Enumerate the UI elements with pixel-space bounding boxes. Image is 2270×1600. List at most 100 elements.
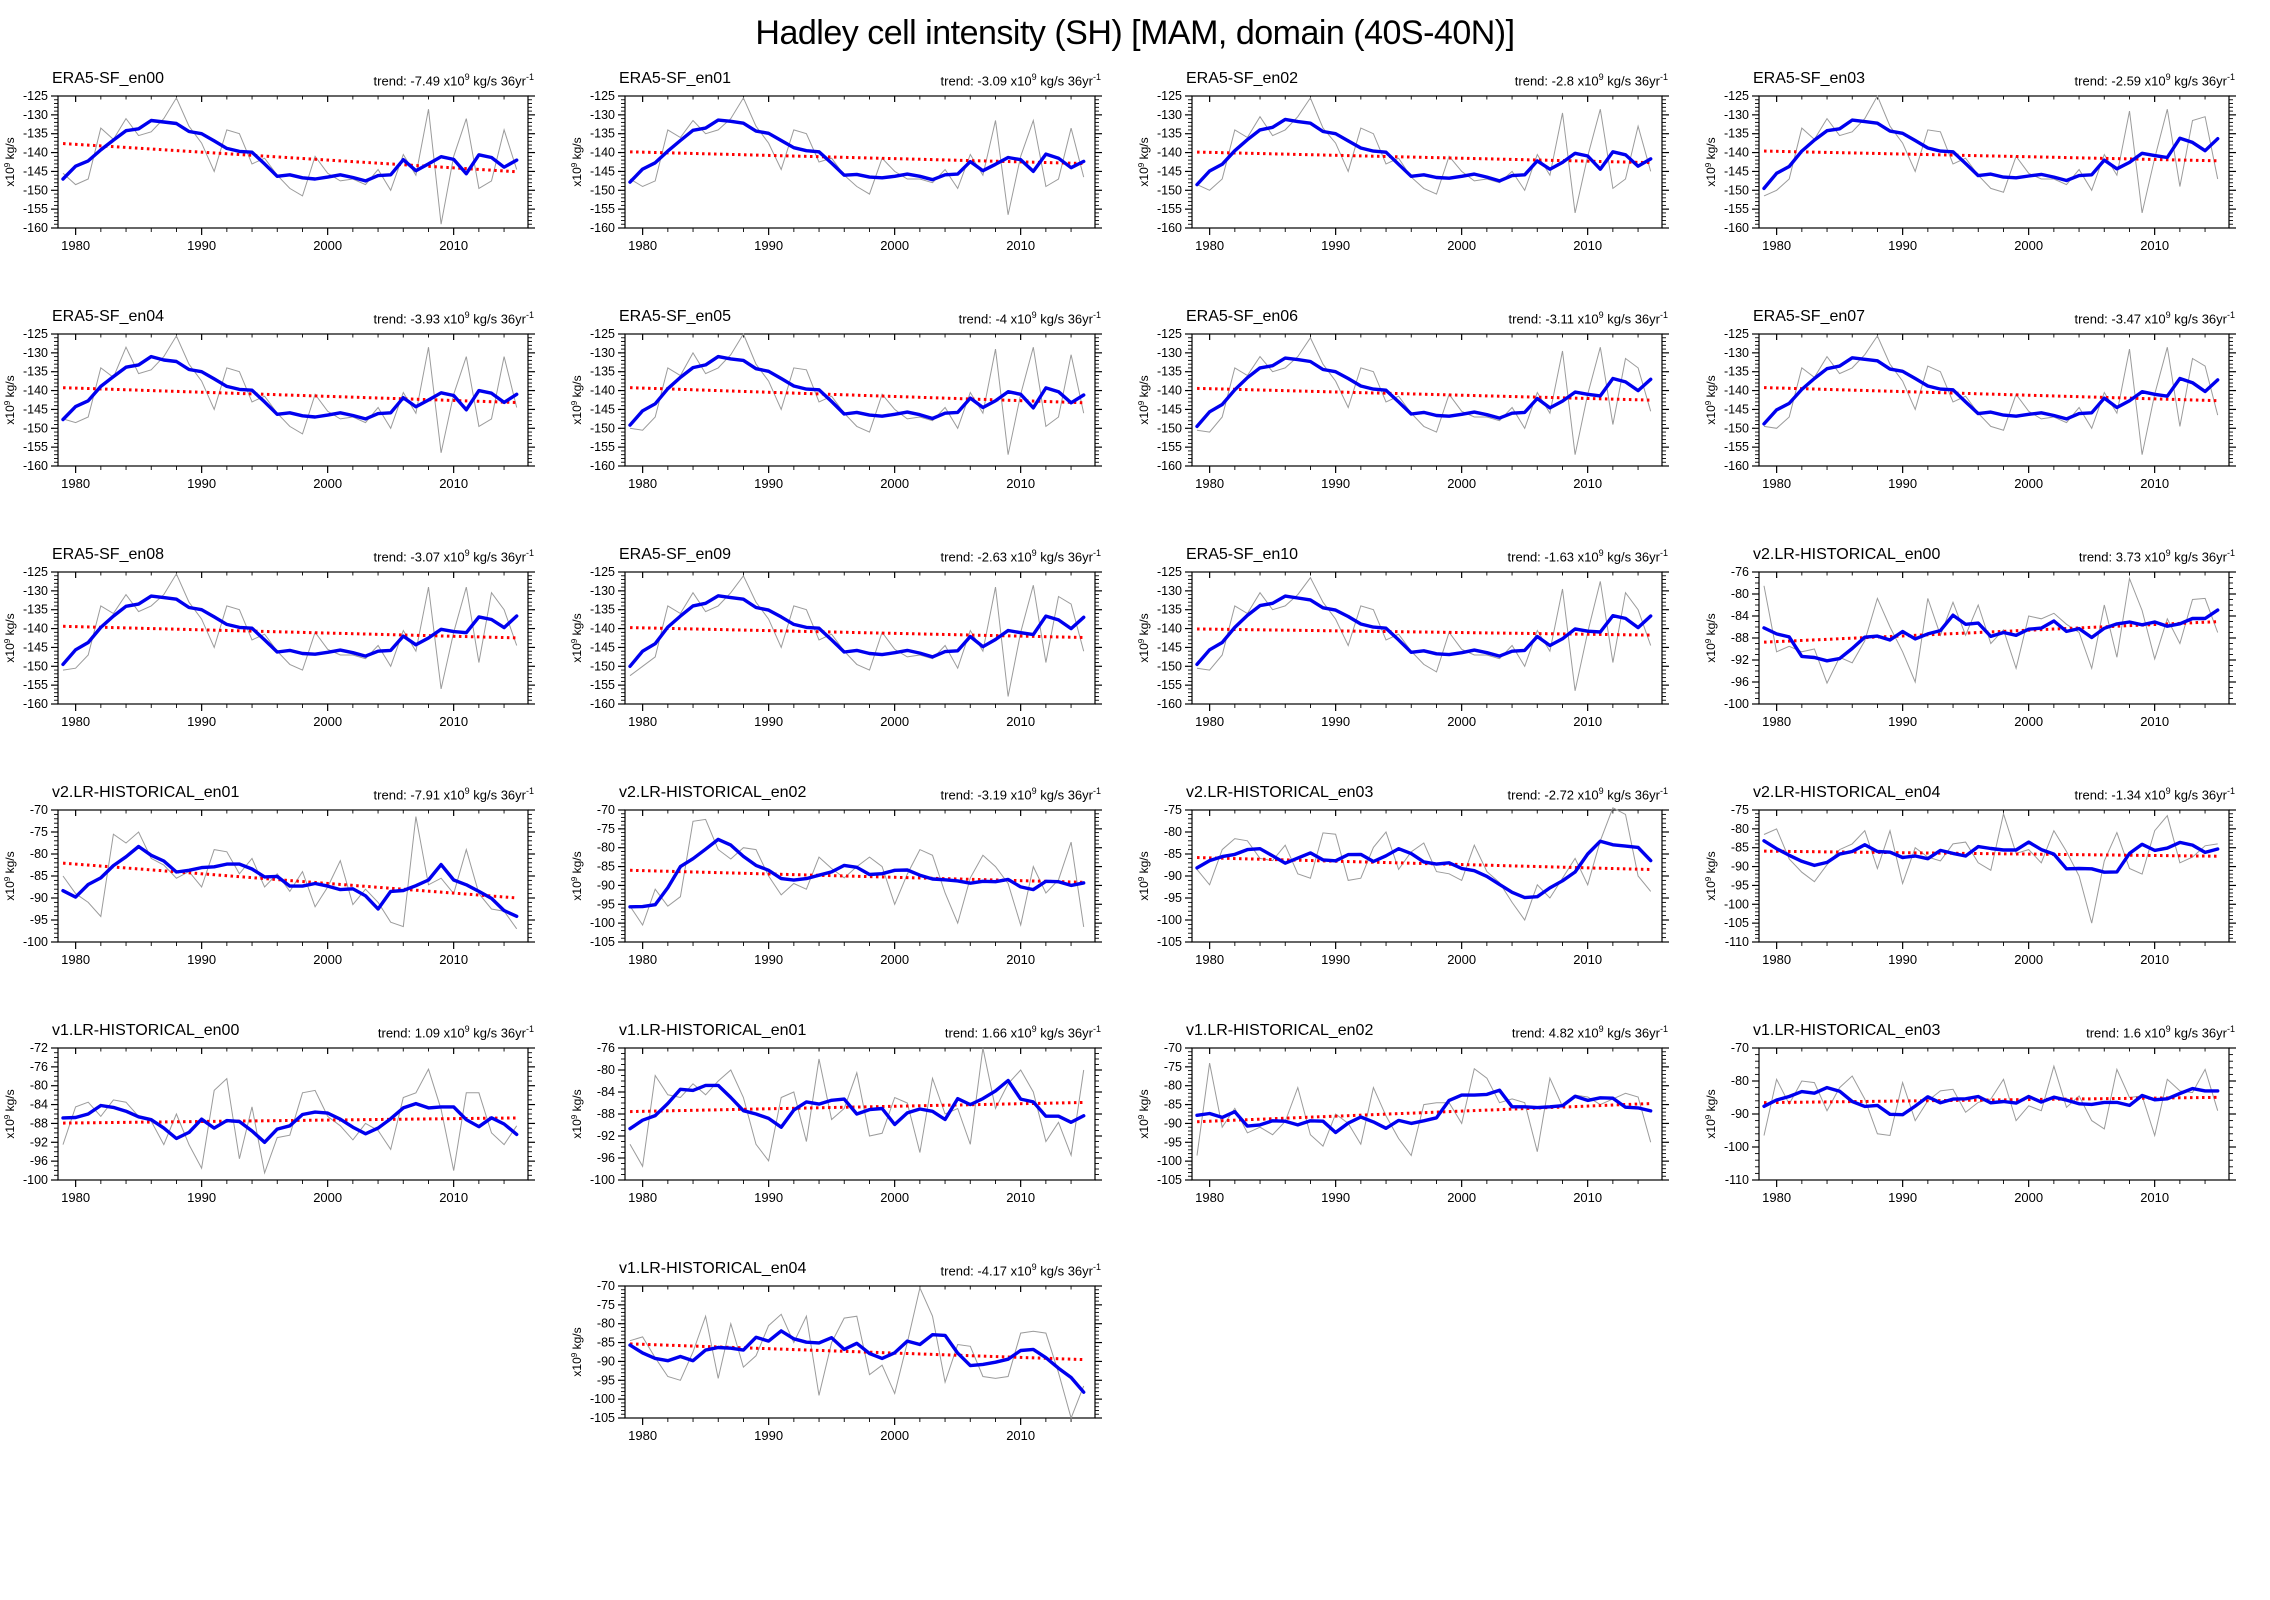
y-tick-label: -100 — [1724, 897, 1749, 911]
chart-plot: -125 -130 -135 -140 -145 -150 -155 -160 1980 1990… — [570, 89, 1102, 253]
y-tick-label: -145 — [590, 402, 615, 416]
x-tick-label: 2000 — [313, 1190, 342, 1205]
annual-line — [1763, 94, 2219, 214]
y-tick-label: -96 — [30, 1154, 48, 1168]
panel-title: ERA5-SF_en01 — [619, 70, 732, 87]
chart-panel: v2.LR-HISTORICAL_en02 trend: -3.19 x109 … — [567, 780, 1134, 1018]
y-tick-label: -70 — [597, 1279, 615, 1293]
y-tick-label: -130 — [1157, 584, 1182, 598]
panel-trend-label: trend: -2.63 x109 kg/s 36yr-1 — [940, 547, 1101, 564]
panel-trend-label: trend: -4 x109 kg/s 36yr-1 — [958, 309, 1101, 326]
x-tick-label: 1980 — [1195, 1190, 1224, 1205]
plot-frame — [624, 95, 1096, 229]
y-axis-label: x109 kg/s — [3, 137, 17, 186]
y-tick-label: -155 — [1157, 202, 1182, 216]
chart-panel: ERA5-SF_en07 trend: -3.47 x109 kg/s 36yr… — [1701, 304, 2268, 542]
y-tick-label: -76 — [30, 1060, 48, 1074]
y-tick-label: -95 — [1164, 1135, 1182, 1149]
y-tick-label: -100 — [590, 916, 615, 930]
plot-frame — [57, 809, 529, 943]
panel-header: ERA5-SF_en05 trend: -4 x109 kg/s 36yr-1 — [619, 304, 1101, 326]
plot-frame — [1191, 95, 1663, 229]
y-tick-label: -135 — [23, 603, 48, 617]
x-tick-label: 1990 — [187, 714, 216, 729]
y-tick-label: -100 — [1724, 1140, 1749, 1154]
x-tick-label: 2000 — [313, 476, 342, 491]
y-tick-label: -135 — [1724, 365, 1749, 379]
y-axis-label: x109 kg/s — [570, 1327, 584, 1376]
panel-title: v2.LR-HISTORICAL_en00 — [1753, 546, 1941, 563]
x-tick-label: 2000 — [1447, 476, 1476, 491]
x-tick-label: 2010 — [1573, 238, 1602, 253]
x-tick-label: 1980 — [1762, 714, 1791, 729]
chart-plot: -76 -80 -84 -88 -92 -96 -100 1980 1990 2000 2010 x1… — [1704, 565, 2236, 729]
panel-header: v1.LR-HISTORICAL_en01 trend: 1.66 x109 k… — [619, 1018, 1101, 1040]
smoothed-line — [628, 1329, 1086, 1394]
y-tick-label: -155 — [23, 678, 48, 692]
trend-line — [1197, 150, 1651, 165]
plot-frame — [57, 95, 529, 229]
x-tick-label: 1990 — [754, 952, 783, 967]
panel-title: ERA5-SF_en05 — [619, 308, 732, 325]
panel-trend-label: trend: -1.63 x109 kg/s 36yr-1 — [1507, 547, 1668, 564]
y-tick-label: -125 — [590, 327, 615, 341]
chart-plot: -125 -130 -135 -140 -145 -150 -155 -160 1980 1990… — [1704, 327, 2236, 491]
annual-line — [1763, 576, 2219, 685]
annual-line — [629, 1286, 1085, 1420]
chart-plot: -70 -75 -80 -85 -90 -95 -100 -105 1980 1990 2000 20… — [1137, 1041, 1669, 1205]
trend-line — [1196, 1102, 1651, 1124]
y-tick-label: -90 — [30, 891, 48, 905]
panel-title: v1.LR-HISTORICAL_en01 — [619, 1022, 807, 1039]
chart-plot: -75 -80 -85 -90 -95 -100 -105 -110 1980 1990 2000 2… — [1704, 803, 2236, 967]
y-tick-label: -95 — [1731, 878, 1749, 892]
panel-header: ERA5-SF_en02 trend: -2.8 x109 kg/s 36yr-… — [1186, 66, 1668, 88]
y-tick-label: -80 — [597, 1063, 615, 1077]
x-tick-label: 2000 — [2014, 1190, 2043, 1205]
y-tick-label: -88 — [597, 1107, 615, 1121]
y-tick-label: -88 — [30, 1116, 48, 1130]
y-tick-label: -160 — [1157, 459, 1182, 473]
y-axis-label: x109 kg/s — [1704, 1089, 1718, 1138]
chart-plot: -125 -130 -135 -140 -145 -150 -155 -160 1980 1990… — [1704, 89, 2236, 253]
y-tick-label: -150 — [590, 659, 615, 673]
annual-line — [62, 816, 518, 930]
smoothed-line — [61, 354, 519, 422]
y-tick-label: -135 — [590, 603, 615, 617]
chart-panel: v1.LR-HISTORICAL_en02 trend: 4.82 x109 k… — [1134, 1018, 1701, 1256]
x-tick-label: 1980 — [628, 476, 657, 491]
panel-title: v2.LR-HISTORICAL_en01 — [52, 784, 240, 801]
y-tick-label: -90 — [597, 1354, 615, 1368]
x-tick-label: 1990 — [1888, 1190, 1917, 1205]
x-tick-label: 1980 — [61, 238, 90, 253]
y-tick-label: -145 — [590, 164, 615, 178]
y-tick-label: -84 — [30, 1098, 48, 1112]
x-tick-label: 2010 — [439, 1190, 468, 1205]
chart-plot: -125 -130 -135 -140 -145 -150 -155 -160 1980 1990… — [570, 327, 1102, 491]
chart-plot: -70 -75 -80 -85 -90 -95 -100 1980 1990 2000 2010 x1… — [3, 803, 535, 967]
y-tick-label: -76 — [1731, 565, 1749, 579]
x-tick-label: 1980 — [628, 714, 657, 729]
annual-line — [62, 334, 518, 453]
plot-frame — [624, 1285, 1096, 1419]
y-tick-label: -75 — [30, 825, 48, 839]
y-tick-label: -110 — [1725, 1173, 1749, 1187]
y-tick-label: -100 — [23, 935, 48, 949]
y-tick-label: -155 — [1157, 678, 1182, 692]
plot-frame — [1758, 95, 2230, 229]
y-tick-label: -130 — [23, 584, 48, 598]
panel-title: ERA5-SF_en07 — [1753, 308, 1866, 325]
y-tick-label: -76 — [597, 1041, 615, 1055]
panel-trend-label: trend: 1.09 x109 kg/s 36yr-1 — [377, 1023, 534, 1040]
x-tick-label: 2010 — [1006, 952, 1035, 967]
panel-trend-label: trend: -3.19 x109 kg/s 36yr-1 — [940, 785, 1101, 802]
y-axis-label: x109 kg/s — [3, 851, 17, 900]
y-tick-label: -135 — [1157, 603, 1182, 617]
y-tick-label: -100 — [1157, 913, 1182, 927]
y-tick-label: -125 — [23, 89, 48, 103]
y-tick-label: -105 — [1157, 1173, 1182, 1187]
annual-line — [1196, 96, 1652, 214]
panel-header: ERA5-SF_en10 trend: -1.63 x109 kg/s 36yr… — [1186, 542, 1668, 564]
x-tick-label: 1980 — [1762, 1190, 1791, 1205]
page-title: Hadley cell intensity (SH) [MAM, domain … — [755, 14, 1515, 52]
y-tick-label: -80 — [1731, 822, 1749, 836]
